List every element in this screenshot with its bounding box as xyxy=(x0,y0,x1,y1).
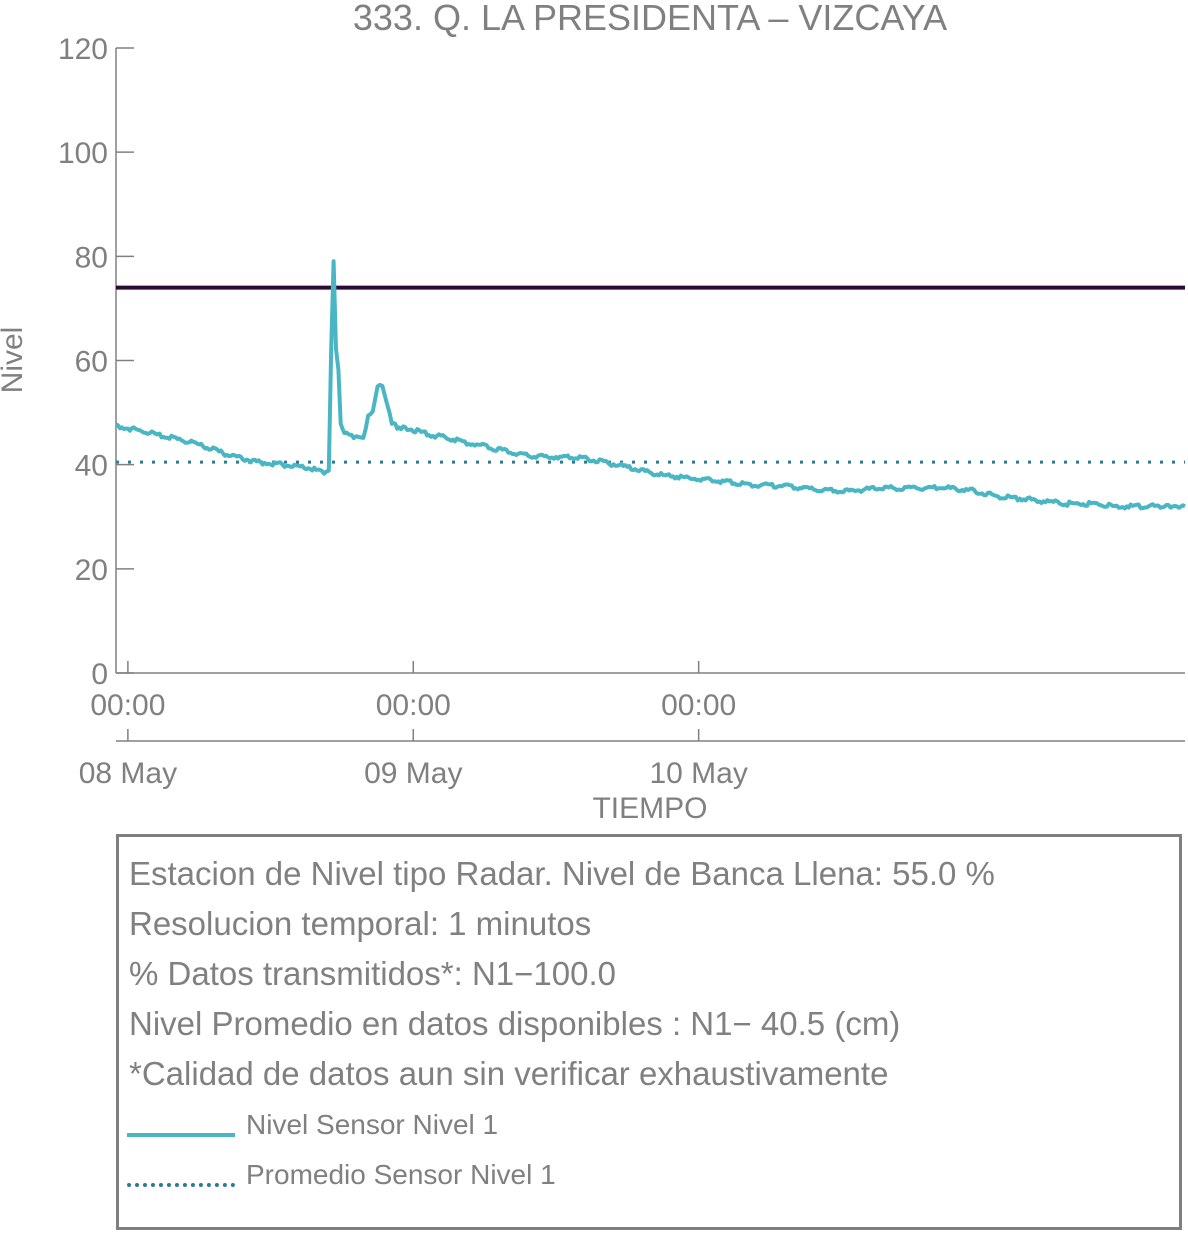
x-tick-date-label: 10 May xyxy=(649,757,747,790)
legend-swatch-sensor xyxy=(127,1133,235,1137)
x-tick-time-label: 00:00 xyxy=(90,689,165,722)
x-ticks: 00:00 08 May 00:00 09 May 00:00 10 May xyxy=(79,661,748,790)
info-box: Estacion de Nivel tipo Radar. Nivel de B… xyxy=(116,834,1182,1230)
series-group xyxy=(115,259,1186,511)
info-station-type: Estacion de Nivel tipo Radar. Nivel de B… xyxy=(129,855,995,892)
info-data-transmitted: % Datos transmitidos*: N1−100.0 xyxy=(129,955,616,992)
x-tick-time-label: 00:00 xyxy=(661,689,736,722)
series-line-sensor-level xyxy=(115,259,1186,511)
x-axis-label: TIEMPO xyxy=(592,792,707,825)
y-tick-label: 100 xyxy=(58,137,108,170)
info-average-level: Nivel Promedio en datos disponibles : N1… xyxy=(129,1005,901,1042)
x-tick-date-label: 09 May xyxy=(364,757,462,790)
legend-label-average: Promedio Sensor Nivel 1 xyxy=(246,1159,556,1190)
y-tick-label: 0 xyxy=(91,658,108,691)
x-tick-date-label: 08 May xyxy=(79,757,177,790)
chart-title: 333. Q. LA PRESIDENTA – VIZCAYA xyxy=(353,0,947,38)
level-chart: 333. Q. LA PRESIDENTA – VIZCAYA Nivel TI… xyxy=(0,0,1186,825)
x-tick-time-label: 00:00 xyxy=(376,689,451,722)
y-tick-label: 120 xyxy=(58,33,108,66)
info-resolution: Resolucion temporal: 1 minutos xyxy=(129,905,592,942)
y-axis-label: Nivel xyxy=(0,327,29,394)
y-tick-label: 40 xyxy=(75,450,108,483)
info-quality-note: *Calidad de datos aun sin verificar exha… xyxy=(129,1055,889,1092)
y-tick-label: 60 xyxy=(75,346,108,379)
y-tick-label: 80 xyxy=(75,241,108,274)
y-tick-label: 20 xyxy=(75,554,108,587)
legend-swatch-average xyxy=(127,1183,235,1187)
legend-label-sensor: Nivel Sensor Nivel 1 xyxy=(246,1109,499,1140)
y-ticks: 0 20 40 60 80 100 120 xyxy=(58,33,134,691)
